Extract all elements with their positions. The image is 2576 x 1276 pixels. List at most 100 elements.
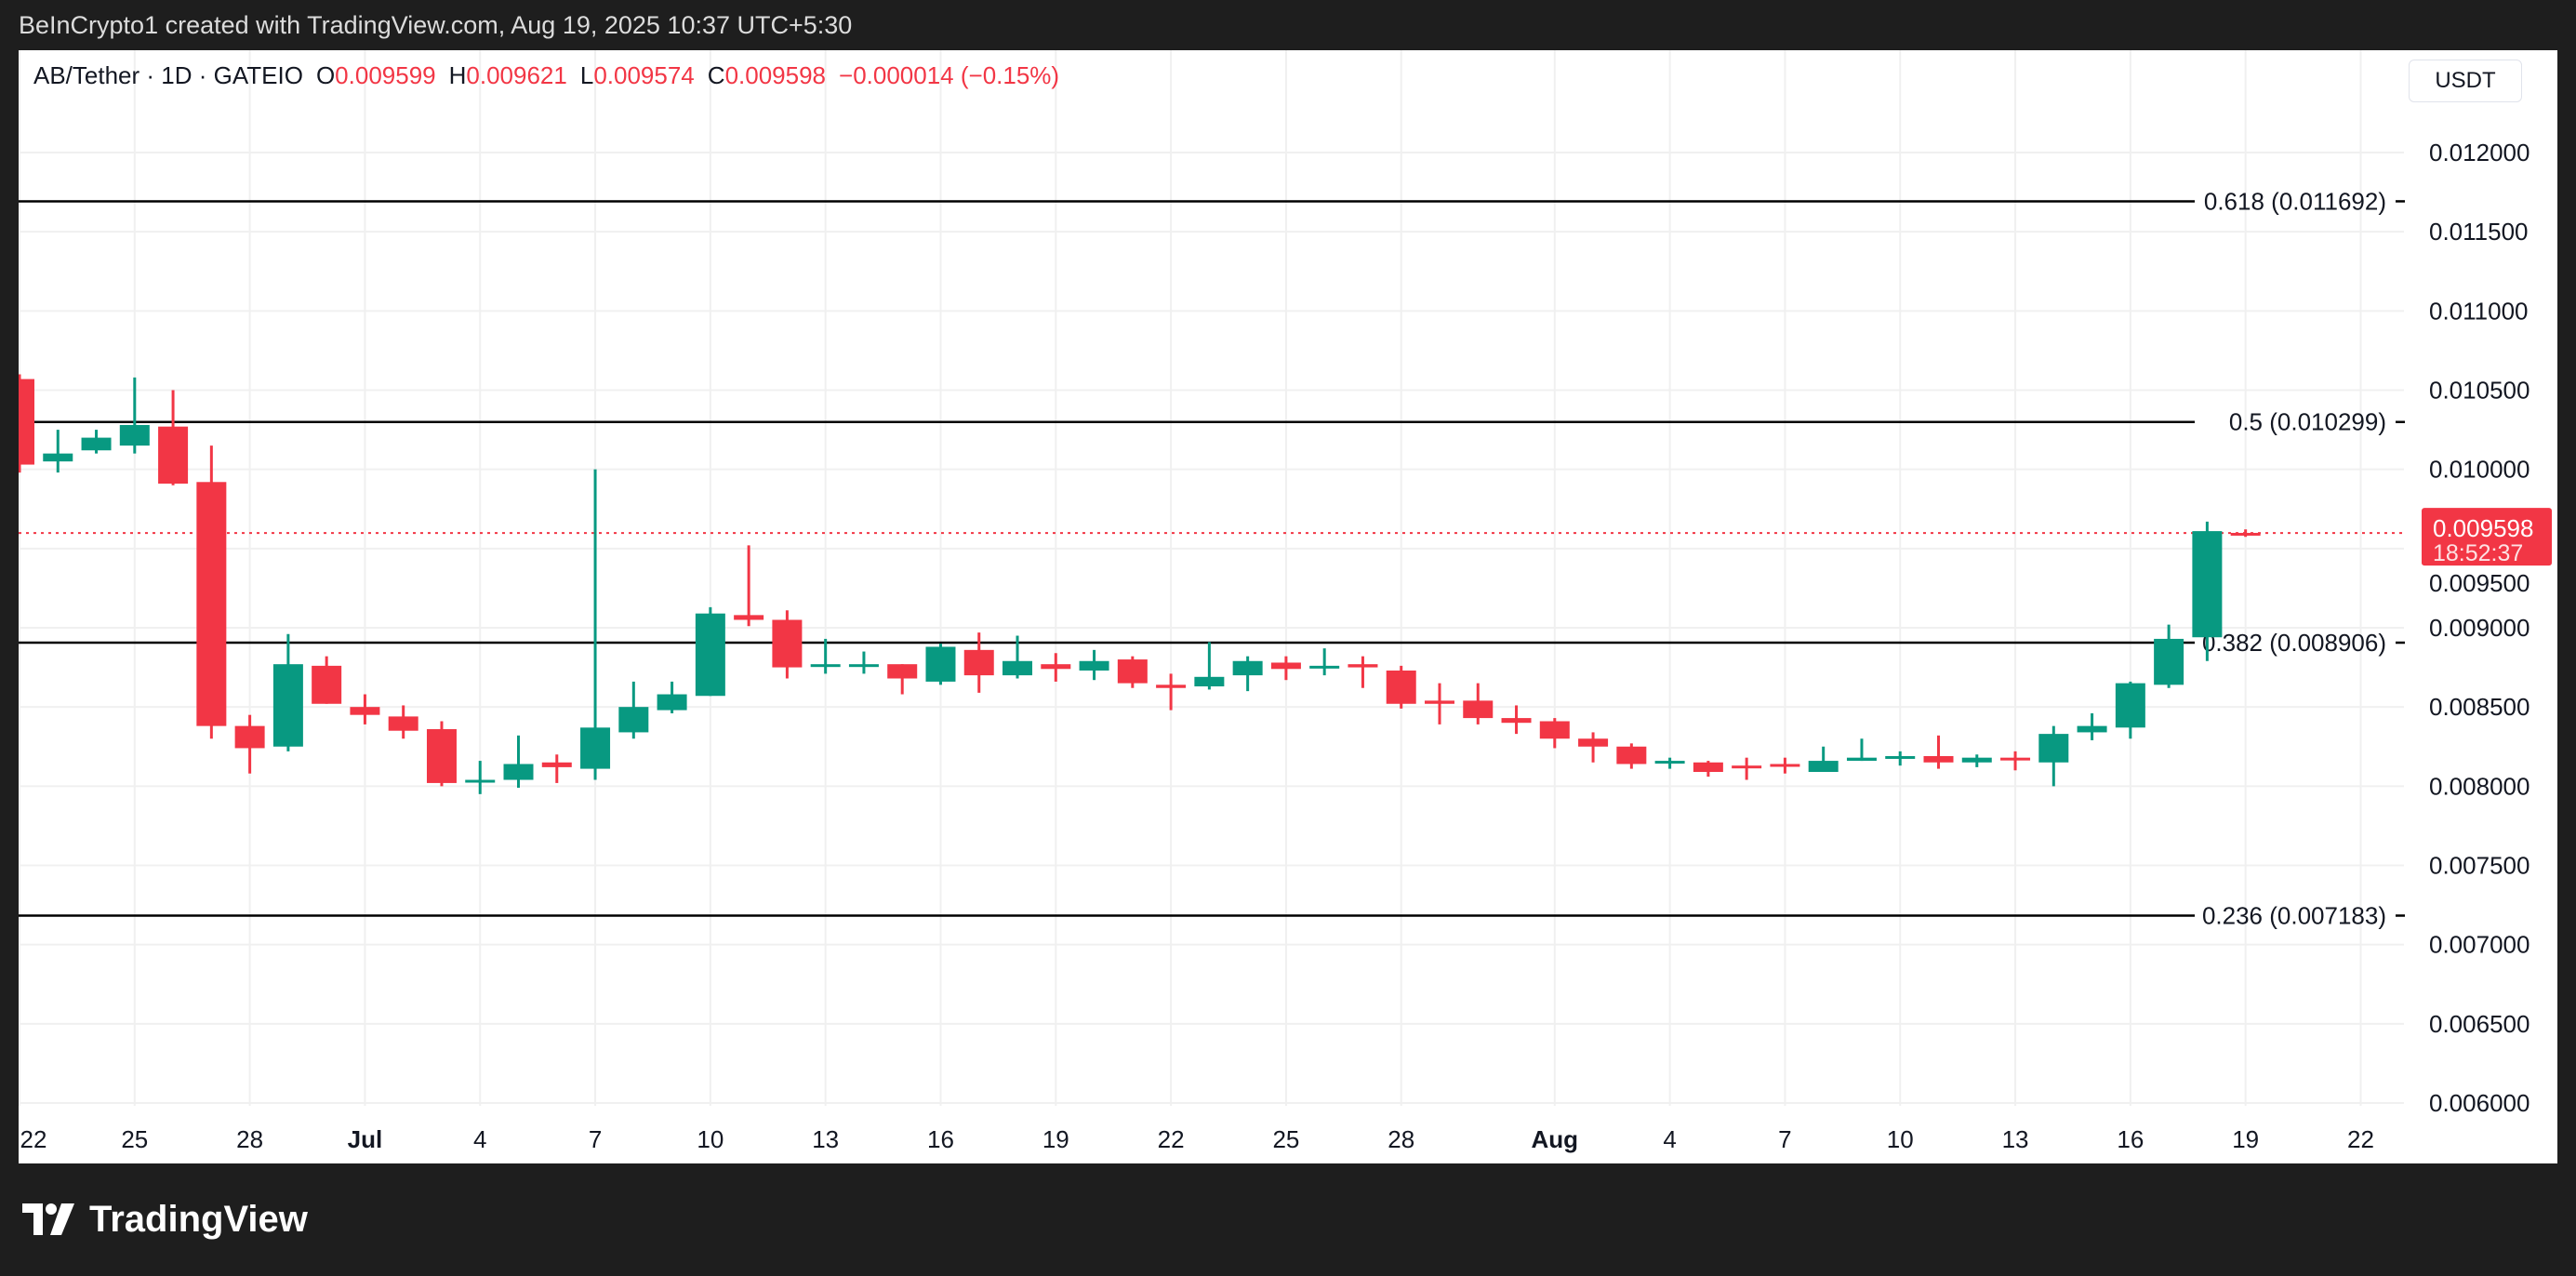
y-tick-label: 0.006500 [2429, 1010, 2530, 1038]
tradingview-logo-icon [22, 1203, 76, 1235]
fib-label: 0.618 (0.011692) [2204, 187, 2386, 215]
candle-down [388, 716, 418, 731]
candle-up [81, 437, 112, 451]
y-tick-label: 0.012000 [2429, 139, 2530, 166]
symbol-legend: AB/Tether · 1D · GATEIO O0.009599 H0.00962… [33, 61, 1059, 90]
candle-down [1348, 664, 1378, 668]
candle-down [1041, 664, 1071, 670]
candle-up [465, 779, 496, 783]
candle-up [272, 664, 303, 747]
candle-up [2115, 683, 2145, 728]
candle-down [1501, 718, 1532, 724]
candle-up [1194, 676, 1225, 687]
open-value: 0.009599 [335, 61, 436, 89]
attribution-text: BeInCrypto1 created with TradingView.com… [19, 11, 853, 39]
bar-countdown: 18:52:37 [2433, 540, 2523, 566]
candlestick-chart[interactable]: 0.006000 0.006500 0.007000 0.007500 0.008000… [19, 50, 2557, 1163]
close-label: C [707, 61, 725, 89]
y-tick-label: 0.011500 [2429, 218, 2529, 246]
x-tick-label: 16 [927, 1125, 954, 1153]
candle-down [350, 707, 380, 715]
candle-down [2000, 757, 2031, 761]
candle-down [1156, 685, 1187, 688]
y-tick-label: 0.011000 [2429, 297, 2529, 325]
x-tick-label: 7 [589, 1125, 602, 1153]
candle-up [503, 764, 534, 780]
x-tick-label: 4 [473, 1125, 486, 1153]
x-tick-label: 7 [1778, 1125, 1791, 1153]
candle-down [158, 426, 189, 484]
candle-down [1616, 746, 1647, 764]
x-tick-label: Jul [348, 1125, 383, 1153]
candle-down [1732, 765, 1762, 769]
y-tick-label: 0.010000 [2429, 456, 2530, 484]
candle-up [1003, 660, 1033, 676]
x-tick-label: Aug [1532, 1125, 1579, 1153]
candle-up [1654, 761, 1685, 764]
chart-panel[interactable]: 0.006000 0.006500 0.007000 0.007500 0.008000… [19, 50, 2557, 1163]
candle-down [1578, 738, 1609, 747]
x-tick-label: 10 [1887, 1125, 1914, 1153]
tradingview-logo: TradingView [22, 1196, 308, 1243]
candle-down [963, 649, 994, 676]
x-tick-label: 10 [697, 1125, 724, 1153]
candle-up [925, 646, 956, 682]
candle-up [695, 613, 725, 697]
fib-label: 0.236 (0.007183) [2202, 901, 2386, 929]
x-tick-label: 13 [2002, 1125, 2029, 1153]
y-tick-label: 0.008500 [2429, 693, 2530, 721]
x-tick-label: 19 [2232, 1125, 2259, 1153]
candle-up [2154, 638, 2184, 685]
change-value: −0.000014 (−0.15%) [839, 61, 1060, 89]
high-value: 0.009621 [466, 61, 567, 89]
open-label: O [315, 61, 336, 89]
candle-up [810, 664, 841, 668]
candle-up [1846, 757, 1877, 762]
x-tick-label: 16 [2117, 1125, 2144, 1153]
x-tick-label: 22 [1158, 1125, 1185, 1153]
y-tick-label: 0.006000 [2429, 1089, 2530, 1117]
tradingview-brand: TradingView [89, 1198, 308, 1240]
candle-down [1539, 721, 1570, 739]
candle-down [1386, 670, 1416, 704]
candle-down [772, 619, 803, 668]
symbol-info[interactable]: AB/Tether · 1D · GATEIO [33, 61, 303, 89]
fib-label: 0.382 (0.008906) [2202, 629, 2386, 657]
candle-up [119, 424, 150, 446]
fib-label: 0.5 (0.010299) [2229, 408, 2386, 436]
last-price-value: 0.009598 [2433, 514, 2533, 542]
candle-up [848, 664, 879, 668]
candle-down [234, 725, 265, 749]
candle-up [1309, 665, 1340, 669]
y-tick-label: 0.008000 [2429, 772, 2530, 800]
candle-up [580, 727, 611, 769]
y-tick-label: 0.007000 [2429, 931, 2530, 959]
currency-button[interactable]: USDT [2409, 60, 2522, 102]
x-tick-label: 4 [1663, 1125, 1676, 1153]
candle-up [43, 453, 73, 462]
x-tick-label: 28 [1388, 1125, 1414, 1153]
low-label: L [579, 61, 594, 89]
y-tick-label: 0.010500 [2429, 376, 2530, 404]
y-tick-label: 0.007500 [2429, 851, 2530, 879]
last-price-badge [2422, 508, 2552, 566]
candle-up [2192, 531, 2223, 638]
candle-down [1270, 662, 1301, 670]
candle-up [618, 707, 649, 733]
candle-down [1770, 764, 1800, 767]
candle-down [312, 665, 342, 704]
candle-down [19, 379, 34, 465]
candle-down [1117, 659, 1148, 684]
candle-up [1232, 660, 1263, 676]
candle-down [1693, 762, 1723, 773]
x-tick-label: 25 [121, 1125, 148, 1153]
candle-down [426, 729, 457, 783]
attribution-bar: BeInCrypto1 created with TradingView.com… [0, 0, 2576, 50]
candle-up [1961, 757, 1992, 763]
x-tick-label: 22 [2347, 1125, 2374, 1153]
candle-up [1885, 755, 1916, 759]
candle-down [1463, 700, 1494, 719]
candle-up [2038, 734, 2069, 763]
x-tick-label: 22 [20, 1125, 47, 1153]
candle-down [887, 664, 918, 679]
